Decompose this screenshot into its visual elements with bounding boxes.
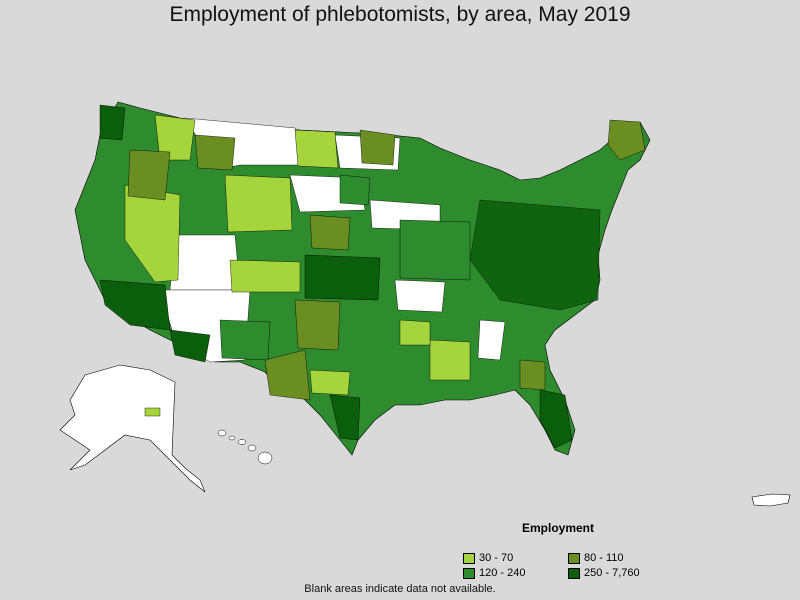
light-green-region bbox=[229, 259, 301, 293]
alaska-anchorage-area bbox=[144, 407, 161, 417]
mid-green-region bbox=[339, 174, 371, 206]
legend-item-80-110: 80 - 110 bbox=[568, 552, 678, 564]
no-data-region bbox=[169, 234, 241, 291]
legend-item-30-70: 30 - 70 bbox=[463, 552, 568, 564]
dark-green-region bbox=[169, 329, 211, 363]
light-green-region bbox=[429, 339, 471, 381]
puerto-rico-area bbox=[751, 493, 791, 507]
dark-green-region bbox=[329, 394, 361, 441]
dark-green-region bbox=[539, 389, 573, 449]
legend: Employment 30 - 70 80 - 110 120 - 240 25… bbox=[463, 521, 683, 579]
light-green-region bbox=[309, 369, 351, 396]
olive-region bbox=[309, 214, 351, 251]
area-regions bbox=[99, 104, 646, 449]
legend-title: Employment bbox=[522, 521, 595, 535]
dark-green-region bbox=[99, 104, 126, 141]
olive-region bbox=[127, 149, 171, 201]
legend-swatch bbox=[568, 567, 580, 579]
light-green-region bbox=[224, 174, 293, 233]
legend-label: 80 - 110 bbox=[584, 552, 624, 564]
legend-swatch bbox=[463, 552, 475, 564]
light-green-region bbox=[124, 184, 181, 283]
legend-swatch bbox=[463, 567, 475, 579]
map-title: Employment of phlebotomists, by area, Ma… bbox=[169, 3, 631, 26]
legend-item-250-7760: 250 - 7,760 bbox=[568, 567, 678, 579]
legend-swatch bbox=[568, 552, 580, 564]
legend-label: 120 - 240 bbox=[479, 567, 526, 579]
olive-region bbox=[294, 299, 341, 351]
hawaii-area bbox=[217, 429, 273, 465]
light-green-region bbox=[154, 114, 196, 161]
dark-green-region bbox=[304, 254, 381, 301]
light-green-region bbox=[399, 319, 431, 346]
alaska-area bbox=[59, 364, 206, 493]
legend-label: 250 - 7,760 bbox=[584, 567, 640, 579]
mid-green-region bbox=[219, 319, 271, 361]
legend-label: 30 - 70 bbox=[479, 552, 514, 564]
olive-region bbox=[519, 359, 546, 391]
mid-green-region bbox=[399, 219, 471, 281]
olive-region bbox=[359, 129, 396, 166]
dark-green-region bbox=[99, 279, 171, 331]
no-data-region bbox=[394, 279, 446, 313]
legend-item-120-240: 120 - 240 bbox=[463, 567, 568, 579]
light-green-region bbox=[294, 129, 339, 169]
olive-region bbox=[264, 349, 311, 401]
olive-region bbox=[194, 134, 236, 171]
footnote: Blank areas indicate data not available. bbox=[304, 583, 496, 595]
no-data-region bbox=[477, 319, 506, 361]
olive-region bbox=[607, 119, 646, 161]
